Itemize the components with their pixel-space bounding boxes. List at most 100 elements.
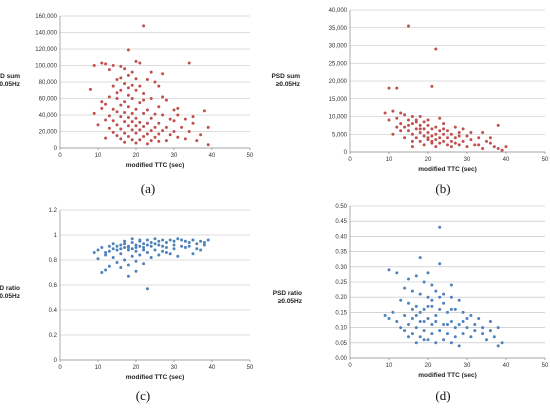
x-tick-label: 40: [503, 363, 510, 369]
data-point: [134, 124, 138, 128]
data-point: [107, 68, 111, 72]
data-point: [145, 78, 149, 82]
data-point: [442, 292, 446, 296]
data-point: [438, 225, 442, 229]
data-point: [115, 123, 119, 127]
data-point: [446, 136, 449, 140]
data-point: [199, 248, 203, 252]
data-point: [430, 127, 434, 131]
data-point: [403, 286, 407, 290]
x-tick-label: 50: [542, 363, 549, 369]
data-point: [449, 132, 453, 136]
y-tick-label: 30,000: [329, 44, 348, 50]
data-point: [202, 241, 206, 244]
data-point: [145, 238, 149, 242]
data-point: [442, 338, 446, 342]
data-point: [461, 332, 465, 336]
data-point: [172, 247, 176, 251]
data-point: [187, 244, 191, 248]
data-point: [115, 91, 119, 95]
data-point: [195, 139, 199, 143]
data-point: [164, 125, 168, 129]
data-point: [407, 323, 410, 327]
data-point: [153, 80, 157, 84]
y-tick-label: 20,000: [329, 79, 348, 85]
data-point: [138, 138, 142, 142]
data-point: [430, 304, 434, 308]
data-point: [399, 298, 403, 302]
data-point: [107, 249, 111, 253]
data-point: [126, 244, 130, 248]
y-axis-label: PSD sum: [0, 73, 20, 80]
y-tick-label: 0.2: [49, 333, 58, 339]
data-point: [123, 100, 127, 104]
data-point: [195, 242, 199, 246]
data-point: [123, 246, 127, 249]
data-point: [387, 118, 391, 122]
data-point: [130, 70, 134, 74]
data-point: [149, 244, 153, 248]
x-tick-label: 30: [464, 363, 471, 369]
data-point: [434, 132, 438, 136]
data-point: [391, 310, 395, 314]
data-point: [453, 307, 457, 311]
data-point: [465, 145, 469, 149]
data-point: [96, 123, 100, 127]
data-point: [126, 93, 130, 97]
data-point: [130, 128, 134, 132]
data-point: [485, 139, 488, 143]
data-point: [461, 320, 465, 324]
data-point: [426, 123, 430, 127]
data-point: [477, 143, 481, 147]
data-point: [457, 130, 461, 134]
data-point: [134, 243, 138, 247]
data-point: [461, 139, 465, 143]
data-point: [403, 313, 407, 317]
y-tick-label: 0.35: [335, 250, 347, 256]
data-point: [92, 251, 96, 254]
y-axis-label: <0.05Hz: [0, 293, 21, 300]
data-point: [410, 139, 414, 143]
data-point: [157, 253, 161, 257]
data-point: [119, 247, 123, 251]
data-point: [191, 238, 195, 242]
data-point: [422, 329, 426, 333]
data-point: [142, 111, 146, 115]
y-tick-label: 0.40: [335, 234, 347, 240]
data-point: [161, 249, 165, 253]
x-tick-label: 40: [503, 157, 510, 163]
data-point: [422, 307, 426, 311]
x-tick-label: 50: [247, 153, 254, 159]
data-point: [115, 134, 119, 138]
x-tick-label: 20: [133, 365, 140, 371]
data-point: [130, 83, 134, 87]
data-point: [142, 242, 146, 246]
data-point: [418, 139, 422, 143]
data-point: [153, 125, 157, 129]
data-point: [145, 108, 149, 112]
data-point: [161, 95, 165, 99]
data-point: [442, 139, 446, 143]
data-point: [176, 237, 180, 241]
data-point: [202, 109, 206, 113]
x-tick-label: 10: [95, 153, 102, 159]
y-axis-label: ≥0.05Hz: [278, 298, 303, 305]
data-point: [149, 97, 153, 100]
data-point: [434, 289, 438, 293]
data-point: [504, 145, 508, 149]
y-tick-label: 0.50: [335, 204, 347, 210]
x-tick-label: 0: [58, 365, 62, 371]
data-point: [142, 262, 146, 266]
data-point: [142, 134, 146, 138]
data-point: [438, 329, 442, 333]
data-point: [100, 246, 104, 249]
data-point: [399, 122, 403, 126]
data-point: [161, 244, 165, 248]
y-tick-label: 25,000: [329, 61, 348, 67]
data-point: [407, 118, 410, 122]
x-tick-label: 50: [247, 365, 254, 371]
x-tick-label: 10: [386, 363, 393, 369]
data-point: [387, 316, 391, 320]
data-point: [111, 119, 115, 123]
data-point: [130, 237, 134, 241]
